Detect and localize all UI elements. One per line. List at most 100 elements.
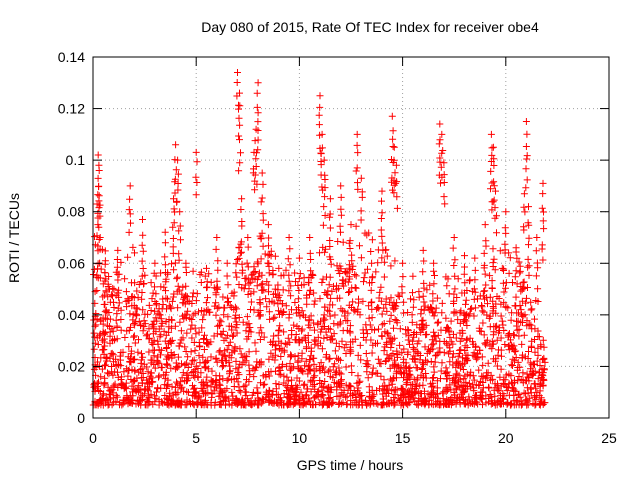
roti-point — [99, 336, 106, 344]
roti-point — [504, 342, 512, 350]
roti-spike-trail-point — [493, 229, 500, 237]
roti-point — [472, 355, 480, 363]
roti-point — [346, 288, 354, 296]
roti-point — [278, 346, 286, 354]
roti-point — [147, 390, 155, 398]
roti-point — [489, 245, 497, 253]
roti-point — [194, 400, 202, 408]
roti-point — [336, 381, 343, 389]
roti-spike-trail-point — [193, 179, 201, 186]
roti-point — [530, 360, 537, 368]
roti-point — [301, 380, 309, 388]
roti-point — [163, 394, 171, 402]
roti-point — [184, 364, 192, 371]
roti-point — [138, 295, 146, 303]
roti-spike-trail-point — [390, 189, 398, 197]
roti-point — [335, 355, 342, 363]
roti-point — [147, 307, 155, 314]
roti-point — [403, 379, 411, 387]
roti-point — [183, 371, 191, 379]
roti-point — [528, 370, 536, 378]
roti-spike-trail-point — [125, 206, 133, 214]
roti-point — [255, 396, 263, 404]
roti-point — [335, 399, 343, 407]
roti-point — [109, 292, 116, 300]
roti-point — [475, 366, 483, 374]
roti-point — [383, 252, 391, 260]
roti-point — [465, 393, 473, 401]
roti-spike-trail-point — [392, 179, 400, 187]
roti-spike-trail-point — [212, 284, 220, 292]
roti-point — [140, 322, 148, 330]
roti-point — [525, 374, 532, 382]
roti-point — [248, 401, 256, 409]
roti-point — [379, 401, 387, 409]
roti-spike-trail-point — [126, 210, 134, 218]
roti-point — [442, 314, 450, 322]
roti-spike-trail-point — [100, 291, 108, 299]
roti-point — [321, 289, 329, 296]
roti-spike-trail-point — [253, 180, 261, 188]
roti-point — [145, 348, 153, 356]
roti-point — [434, 318, 442, 326]
roti-point — [333, 282, 340, 290]
roti-point — [363, 330, 371, 338]
roti-point — [501, 381, 509, 389]
roti-point — [519, 312, 527, 320]
roti-point — [219, 375, 227, 383]
roti-point — [458, 335, 466, 343]
roti-point — [312, 391, 320, 399]
roti-point — [325, 281, 333, 289]
roti-point — [227, 354, 235, 362]
roti-point — [508, 341, 516, 349]
roti-point — [293, 322, 301, 330]
roti-point — [421, 302, 429, 310]
roti-point — [380, 304, 388, 312]
roti-spike-trail-point — [482, 242, 490, 250]
roti-spike-trail-point — [91, 299, 99, 307]
roti-point — [189, 382, 196, 390]
roti-spike-trail-point — [94, 191, 102, 199]
x-tick-label: 15 — [395, 430, 411, 446]
roti-point — [499, 321, 507, 329]
roti-point — [353, 379, 361, 387]
roti-spike-trail-point — [126, 195, 134, 203]
roti-spike-trail-point — [233, 79, 241, 86]
roti-spike-trail-point — [138, 241, 146, 249]
roti-point — [174, 304, 182, 312]
roti-point — [266, 397, 274, 405]
roti-spike-trail-point — [253, 89, 261, 97]
roti-point — [369, 393, 377, 400]
roti-point — [365, 314, 373, 322]
roti-spike-trail-point — [327, 255, 335, 263]
roti-point — [432, 337, 440, 345]
roti-point — [215, 303, 223, 311]
roti-spike-trail-point — [138, 272, 146, 280]
roti-point — [242, 381, 250, 389]
roti-spike-trail-point — [139, 265, 147, 272]
roti-spike-trail-point — [429, 308, 437, 316]
roti-point — [319, 391, 327, 399]
roti-point — [348, 369, 356, 376]
roti-point — [459, 361, 467, 369]
roti-point — [420, 323, 428, 331]
roti-point — [499, 400, 507, 408]
roti-point — [446, 347, 454, 355]
roti-spike-point — [151, 259, 159, 267]
roti-point — [141, 385, 149, 393]
roti-point — [198, 324, 206, 332]
roti-point — [130, 332, 138, 340]
roti-point — [287, 282, 295, 290]
roti-spike-trail-point — [192, 173, 200, 181]
roti-spike-trail-point — [115, 293, 123, 301]
roti-spike-trail-point — [538, 204, 546, 212]
roti-point — [336, 270, 344, 277]
roti-point — [538, 371, 546, 379]
roti-point — [380, 273, 388, 281]
roti-point — [492, 309, 500, 317]
roti-point — [199, 385, 207, 392]
roti-spike-trail-point — [490, 155, 498, 163]
roti-point — [343, 400, 351, 408]
roti-point — [377, 297, 385, 305]
roti-spike-trail-point — [420, 306, 428, 314]
